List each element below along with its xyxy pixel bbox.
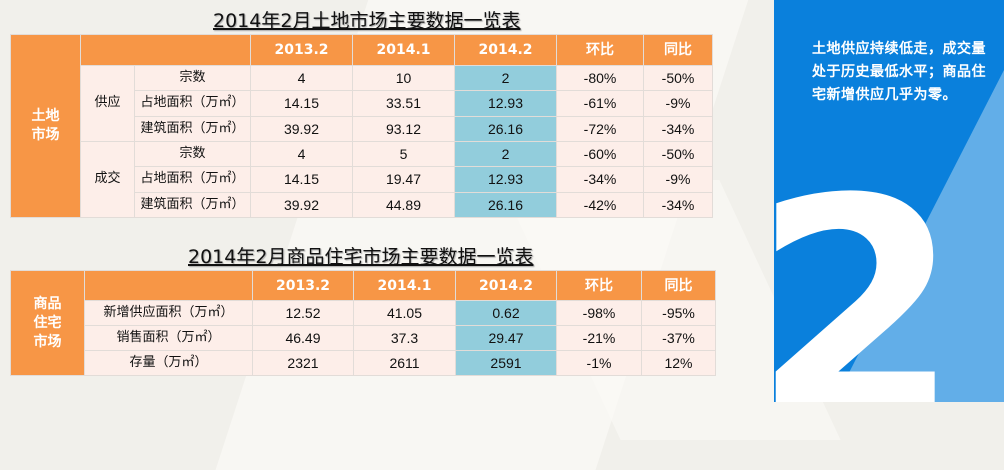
group-label: 成交 — [80, 140, 135, 219]
value-cell: 12.52 — [252, 300, 354, 326]
value-cell: -37% — [641, 325, 716, 351]
summary-panel: 2 土地供应持续低走，成交量处于历史最低水平；商品住宅新增供应几乎为零。 — [774, 0, 1004, 402]
value-cell: -80% — [556, 64, 644, 92]
value-cell: -34% — [556, 166, 644, 193]
value-cell: -9% — [643, 166, 713, 193]
column-header: 2014.1 — [353, 270, 456, 301]
column-header: 同比 — [641, 270, 716, 301]
value-cell: 46.49 — [252, 325, 354, 351]
value-cell: -9% — [643, 90, 713, 117]
header-row: 商品 住宅 市场 2013.2 2014.1 2014.2 环比 同比 — [10, 270, 716, 376]
value-cell: -42% — [556, 191, 644, 219]
value-cell: -98% — [556, 300, 642, 326]
column-header: 环比 — [556, 270, 642, 301]
value-cell: -61% — [556, 90, 644, 117]
table-row: 销售面积（万㎡） 46.49 37.3 29.47 -21% -37% — [11, 325, 716, 351]
table-row: 成交 宗数 4 5 2 -60% -50% — [11, 140, 713, 219]
metric-label: 存量（万㎡） — [84, 350, 253, 376]
housing-table-title: 2014年2月商品住宅市场主要数据一览表 — [188, 246, 534, 268]
table-row: 新增供应面积（万㎡） 12.52 41.05 0.62 -98% -95% — [11, 300, 716, 326]
header-blank — [84, 270, 253, 301]
value-cell: 29.47 — [455, 325, 557, 351]
side-label: 土地 市场 — [10, 34, 81, 218]
value-cell: -50% — [643, 64, 713, 92]
column-header: 2013.2 — [250, 34, 353, 66]
column-header: 2014.2 — [455, 270, 557, 301]
header-row: 土地 市场 2013.2 2014.1 2014.2 环比 同比 — [10, 34, 713, 218]
value-cell: 26.16 — [454, 191, 557, 219]
value-cell: 39.92 — [250, 115, 353, 142]
value-cell: -72% — [556, 115, 644, 142]
value-cell: 12.93 — [454, 90, 557, 117]
value-cell: -60% — [556, 140, 644, 168]
value-cell: 12% — [641, 350, 716, 376]
table-row: 占地面积（万㎡） 14.15 33.51 12.93 -61% -9% — [11, 90, 713, 117]
value-cell: 33.51 — [352, 90, 455, 117]
column-header: 环比 — [556, 34, 644, 66]
value-cell: 2 — [454, 140, 557, 168]
metric-label: 建筑面积（万㎡） — [134, 191, 251, 219]
land-market-table: 土地 市场 2013.2 2014.1 2014.2 环比 同比 供应 宗数 4 10 2 -80% -… — [10, 34, 713, 219]
value-cell: 14.15 — [250, 166, 353, 193]
value-cell: -21% — [556, 325, 642, 351]
value-cell: 2 — [454, 64, 557, 92]
value-cell: 44.89 — [352, 191, 455, 219]
value-cell: 41.05 — [353, 300, 456, 326]
value-cell: 4 — [250, 140, 353, 168]
column-header: 2013.2 — [252, 270, 354, 301]
value-cell: 4 — [250, 64, 353, 92]
diagonal-stripe — [834, 70, 1004, 402]
header-blank — [80, 34, 251, 66]
metric-label: 建筑面积（万㎡） — [134, 115, 251, 142]
value-cell: 2321 — [252, 350, 354, 376]
column-header: 同比 — [643, 34, 713, 66]
value-cell: 37.3 — [353, 325, 456, 351]
housing-market-table: 商品 住宅 市场 2013.2 2014.1 2014.2 环比 同比 新增供应面积（万㎡）… — [10, 270, 716, 376]
group-label: 供应 — [80, 65, 135, 142]
metric-label: 宗数 — [134, 140, 251, 168]
table-row: 供应 宗数 4 10 2 -80% -50% — [11, 64, 713, 142]
table-row: 占地面积（万㎡） 14.15 19.47 12.93 -34% -9% — [11, 166, 713, 193]
value-cell: 26.16 — [454, 115, 557, 142]
value-cell: 0.62 — [455, 300, 557, 326]
metric-label: 宗数 — [134, 64, 251, 92]
value-cell: -95% — [641, 300, 716, 326]
value-cell: 39.92 — [250, 191, 353, 219]
value-cell: 10 — [352, 64, 455, 92]
value-cell: 93.12 — [352, 115, 455, 142]
summary-note: 土地供应持续低走，成交量处于历史最低水平；商品住宅新增供应几乎为零。 — [812, 41, 986, 103]
value-cell: 19.47 — [352, 166, 455, 193]
value-cell: 2591 — [455, 350, 557, 376]
value-cell: 5 — [352, 140, 455, 168]
column-header: 2014.1 — [352, 34, 455, 66]
value-cell: 12.93 — [454, 166, 557, 193]
value-cell: 14.15 — [250, 90, 353, 117]
value-cell: -1% — [556, 350, 642, 376]
metric-label: 占地面积（万㎡） — [134, 90, 251, 117]
metric-label: 占地面积（万㎡） — [134, 166, 251, 193]
table-row: 建筑面积（万㎡） 39.92 93.12 26.16 -72% -34% — [11, 115, 713, 142]
side-label: 商品 住宅 市场 — [10, 270, 85, 376]
value-cell: -34% — [643, 115, 713, 142]
section-number: 2 — [774, 135, 961, 403]
land-table-title: 2014年2月土地市场主要数据一览表 — [213, 10, 521, 32]
metric-label: 销售面积（万㎡） — [84, 325, 253, 351]
value-cell: -34% — [643, 191, 713, 219]
column-header: 2014.2 — [454, 34, 557, 66]
value-cell: -50% — [643, 140, 713, 168]
metric-label: 新增供应面积（万㎡） — [84, 300, 253, 326]
value-cell: 2611 — [353, 350, 456, 376]
table-row: 建筑面积（万㎡） 39.92 44.89 26.16 -42% -34% — [11, 191, 713, 219]
table-row: 存量（万㎡） 2321 2611 2591 -1% 12% — [11, 350, 716, 376]
